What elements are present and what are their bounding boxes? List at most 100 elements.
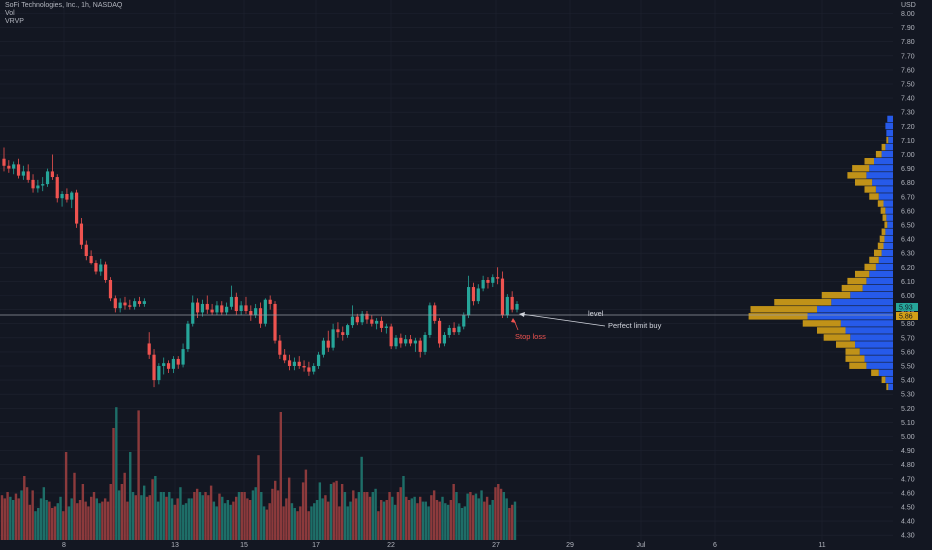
volume-bar bbox=[59, 496, 62, 540]
time-axis[interactable]: 8 13 15 17 22 27 29 Jul 6 11 bbox=[62, 542, 826, 549]
candle-body bbox=[195, 302, 200, 313]
profile-row-down bbox=[845, 348, 860, 355]
candle-body bbox=[215, 305, 219, 313]
volume-bar bbox=[463, 506, 467, 540]
volume-bar bbox=[285, 498, 288, 540]
volume-bar bbox=[234, 496, 238, 540]
profile-row-down bbox=[841, 284, 863, 292]
volume-bar bbox=[304, 469, 308, 540]
limit-buy-arrow[interactable] bbox=[520, 313, 606, 327]
price-tick-label: 5.70 bbox=[901, 335, 915, 342]
volume-bar bbox=[50, 508, 54, 540]
candle-body bbox=[142, 301, 146, 304]
profile-row-up bbox=[845, 327, 893, 334]
profile-row-up bbox=[885, 228, 893, 235]
time-tick-label: 29 bbox=[566, 542, 574, 549]
chart-grid bbox=[0, 0, 893, 540]
profile-row-up bbox=[883, 242, 893, 250]
volume-bar bbox=[156, 501, 160, 540]
volume-bar bbox=[460, 508, 464, 540]
volume-bar bbox=[76, 503, 79, 540]
candle-body bbox=[496, 277, 500, 279]
volume-bar bbox=[131, 492, 135, 540]
candle-body bbox=[21, 171, 25, 176]
candle-body bbox=[433, 305, 437, 321]
symbol-title[interactable]: SoFi Technologies, Inc., 1h, NASDAQ bbox=[5, 2, 123, 9]
stop-loss-arrow-head bbox=[511, 318, 516, 323]
volume-bar bbox=[218, 493, 221, 540]
indicator-vrvp[interactable]: VRVP bbox=[5, 18, 24, 25]
volume-bar bbox=[444, 503, 447, 540]
profile-row-up bbox=[850, 291, 893, 299]
candle-body bbox=[481, 279, 485, 289]
candle-body bbox=[355, 316, 359, 323]
candle-body bbox=[360, 313, 364, 323]
volume-bar bbox=[315, 500, 319, 540]
candle-body bbox=[442, 334, 447, 344]
candle-body bbox=[220, 305, 224, 313]
volume-bar bbox=[396, 492, 400, 540]
time-tick-label: 6 bbox=[713, 542, 717, 549]
volume-bar bbox=[190, 498, 193, 540]
volume-bar bbox=[502, 492, 506, 540]
volume-bar bbox=[508, 508, 511, 540]
candle-body bbox=[491, 277, 495, 283]
level-price-value: 5.86 bbox=[899, 314, 913, 321]
candle-body bbox=[31, 179, 35, 189]
profile-row-down bbox=[875, 150, 882, 158]
volume-bar bbox=[3, 498, 6, 540]
volume-bar bbox=[28, 504, 32, 540]
profile-row-down bbox=[869, 256, 879, 264]
volume-bar bbox=[491, 500, 494, 540]
candle-body bbox=[200, 303, 205, 313]
profile-row-up bbox=[878, 193, 893, 200]
candle-body bbox=[171, 358, 175, 369]
volume-bar bbox=[393, 504, 397, 540]
profile-row-up bbox=[866, 172, 893, 179]
profile-row-down bbox=[852, 165, 870, 172]
volume-bar bbox=[301, 482, 305, 540]
volume-bar bbox=[499, 488, 503, 540]
profile-row-down bbox=[877, 242, 884, 250]
volume-bar bbox=[78, 500, 82, 540]
profile-row-up bbox=[850, 334, 893, 341]
price-tick-label: 7.00 bbox=[901, 152, 915, 159]
volume-bar bbox=[103, 498, 107, 540]
volume-bar bbox=[81, 484, 85, 540]
candle-body bbox=[176, 358, 180, 365]
price-axis[interactable]: 8.00 7.90 7.80 7.70 7.60 7.50 7.40 7.30 7.20 7.10… bbox=[901, 2, 916, 540]
candle-body bbox=[225, 306, 229, 313]
profile-row-down bbox=[836, 341, 855, 348]
volume-bar bbox=[321, 498, 324, 540]
volume-bar bbox=[410, 498, 414, 540]
indicator-vol[interactable]: Vol bbox=[5, 10, 15, 17]
volume-bar bbox=[343, 492, 347, 540]
profile-row-down bbox=[881, 376, 886, 384]
profile-row-up bbox=[888, 136, 893, 144]
candle-body bbox=[447, 327, 451, 335]
limit-buy-arrow-head bbox=[519, 312, 525, 317]
drawings[interactable]: level Perfect limit buy Stop loss bbox=[0, 309, 893, 341]
candle-body bbox=[375, 320, 379, 324]
volume-bar bbox=[6, 492, 9, 540]
stop-loss-label: Stop loss bbox=[515, 332, 546, 341]
volume-bar bbox=[142, 485, 146, 540]
profile-row-down bbox=[849, 362, 867, 369]
candle-body bbox=[278, 340, 282, 355]
volume-bar bbox=[123, 472, 126, 540]
price-tick-label: 5.10 bbox=[901, 420, 915, 427]
profile-row-up bbox=[831, 299, 893, 306]
price-tick-label: 5.80 bbox=[901, 321, 915, 328]
volume-bar bbox=[140, 495, 143, 540]
profile-row-up bbox=[855, 341, 893, 348]
price-tick-label: 7.60 bbox=[901, 67, 915, 74]
volume-bar bbox=[170, 498, 174, 540]
volume-bar bbox=[346, 506, 349, 540]
profile-row-up bbox=[807, 313, 893, 320]
candle-body bbox=[128, 305, 132, 307]
profile-row-up bbox=[862, 284, 893, 292]
profile-row-down bbox=[877, 200, 884, 207]
volume-bar bbox=[9, 496, 12, 540]
profile-row-up bbox=[866, 277, 893, 285]
